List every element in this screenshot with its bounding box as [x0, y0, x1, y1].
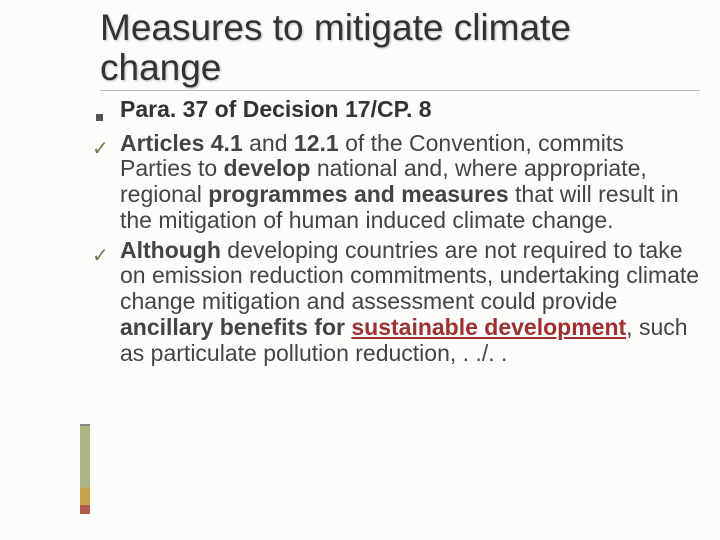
accent-bar-icon — [80, 424, 90, 514]
bullet-marker — [90, 97, 120, 127]
text-run: Although — [120, 237, 227, 263]
bullet-text: Articles 4.1 and 12.1 of the Convention,… — [120, 131, 700, 234]
slide: Measures to mitigate climate change Para… — [0, 0, 720, 540]
bullet-text: Para. 37 of Decision 17/CP. 8 — [120, 97, 700, 127]
bullet-marker: ✓ — [90, 131, 120, 234]
text-run: develop — [224, 155, 317, 181]
text-run: Articles 4.1 — [120, 130, 249, 156]
square-bullet-icon — [96, 114, 103, 121]
slide-content: Para. 37 of Decision 17/CP. 8 ✓ Articles… — [90, 97, 700, 367]
bullet-item: ✓ Articles 4.1 and 12.1 of the Conventio… — [90, 131, 700, 234]
para-heading: Para. 37 of Decision 17/CP. 8 — [120, 96, 432, 122]
check-icon: ✓ — [90, 245, 109, 267]
bullet-text: Although developing countries are not re… — [120, 238, 700, 367]
text-run: and — [249, 130, 294, 156]
text-run: ancillary benefits for — [120, 314, 351, 340]
bullet-marker: ✓ — [90, 238, 120, 367]
text-run: 12.1 — [294, 130, 345, 156]
text-run: programmes and measures — [208, 181, 515, 207]
slide-title: Measures to mitigate climate change — [100, 8, 700, 91]
bullet-item: Para. 37 of Decision 17/CP. 8 — [90, 97, 700, 127]
bullet-item: ✓ Although developing countries are not … — [90, 238, 700, 367]
sustainable-development-link: sustainable development — [351, 314, 626, 340]
check-icon: ✓ — [90, 138, 109, 160]
